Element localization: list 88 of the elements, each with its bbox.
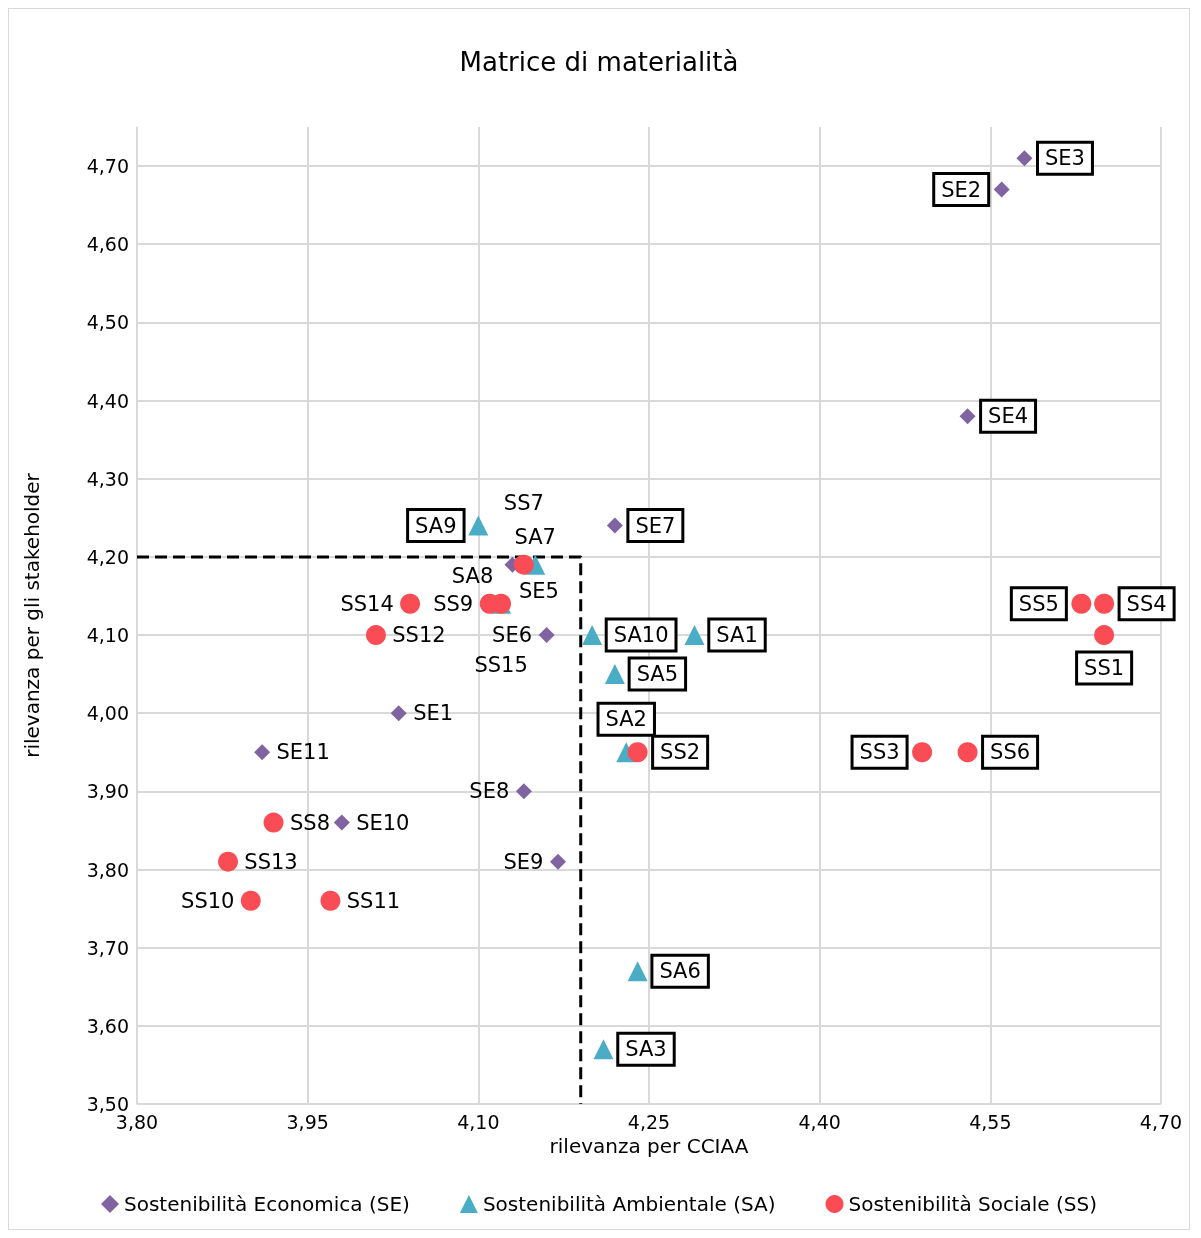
data-label: SS12 [392,623,446,648]
y-tick-label: 4,30 [86,467,129,490]
data-label: SS2 [660,740,701,765]
data-label: SS10 [181,888,235,913]
data-label: SE11 [276,740,330,765]
data-label: SE6 [492,623,533,648]
point [549,853,566,870]
data-label: SA2 [605,707,647,732]
x-tick-label: 4,25 [627,1110,671,1133]
data-label: SS11 [346,888,401,913]
chart-title: Matrice di materialità [459,47,739,77]
data-label: SS6 [990,740,1031,765]
point [320,890,341,911]
point [263,812,284,833]
y-tick-label: 4,10 [86,624,129,647]
data-label: SA5 [636,662,679,687]
point [627,961,648,982]
data-label: SS15 [474,653,528,678]
data-label: SS9 [433,591,474,616]
data-label: SE8 [469,779,510,804]
y-tick-label: 4,40 [86,389,129,412]
y-tick-label: 4,00 [86,702,129,725]
y-tick-label: 3,70 [86,936,129,959]
data-label: SE7 [635,513,676,538]
data-label: SS3 [859,740,900,765]
data-label: SE2 [941,177,982,202]
x-tick-label: 4,70 [1139,1110,1183,1133]
y-tick-label: 3,90 [86,780,129,803]
data-label: SS7 [503,491,544,516]
point [333,814,350,831]
point [1016,150,1033,167]
y-axis-title: rilevanza per gli stakeholder [20,472,44,758]
point [959,408,976,425]
y-tick-label: 4,60 [86,233,129,256]
data-label: SS1 [1084,656,1125,681]
point [957,742,978,763]
point [1094,625,1115,646]
data-label: SA8 [451,563,494,588]
data-label: SE1 [413,701,454,726]
point [365,625,386,646]
point [254,744,271,761]
point [240,890,261,911]
y-tick-label: 4,50 [86,311,129,334]
point [513,554,534,575]
x-tick-label: 3,95 [286,1110,329,1133]
point [538,627,555,644]
data-label: SA9 [415,513,457,538]
x-tick-label: 4,55 [969,1110,1012,1133]
point [606,517,623,534]
point [684,625,705,646]
data-label: SS4 [1126,591,1167,616]
y-tick-label: 4,70 [86,155,129,178]
data-label: SE5 [518,578,559,603]
data-label: SA3 [625,1037,667,1062]
point [515,783,532,800]
data-label: SE10 [356,810,410,835]
legend-label: Sostenibilità Ambientale (SA) [482,1192,776,1216]
data-label: SS5 [1018,591,1059,616]
data-label: SS13 [244,849,298,874]
data-label: SE3 [1044,146,1085,171]
point [593,1039,614,1060]
y-tick-label: 3,80 [86,858,129,881]
point [218,851,239,872]
x-axis-title: rilevanza per CCIAA [549,1133,749,1158]
point [604,664,625,685]
y-tick-label: 4,20 [86,545,129,568]
data-label: SA10 [613,623,669,648]
data-label: SA6 [659,959,701,984]
x-tick-label: 4,10 [457,1110,500,1133]
point [627,742,648,763]
point [390,705,407,722]
y-tick-label: 3,60 [86,1014,129,1037]
point [1094,593,1115,614]
data-label: SA1 [716,623,758,648]
point [993,181,1010,198]
point [400,593,421,614]
point [468,515,489,536]
point [582,625,603,646]
data-label: SA7 [514,524,556,549]
legend-label: Sostenibilità Economica (SE) [123,1192,410,1216]
x-tick-label: 4,40 [798,1110,841,1133]
data-label: SE4 [988,404,1029,429]
point [912,742,933,763]
point [1071,593,1092,614]
legend-label: Sostenibilità Sociale (SS) [848,1192,1098,1216]
data-label: SS8 [290,810,331,835]
data-label: SE9 [503,849,544,874]
data-label: SS14 [340,591,394,616]
